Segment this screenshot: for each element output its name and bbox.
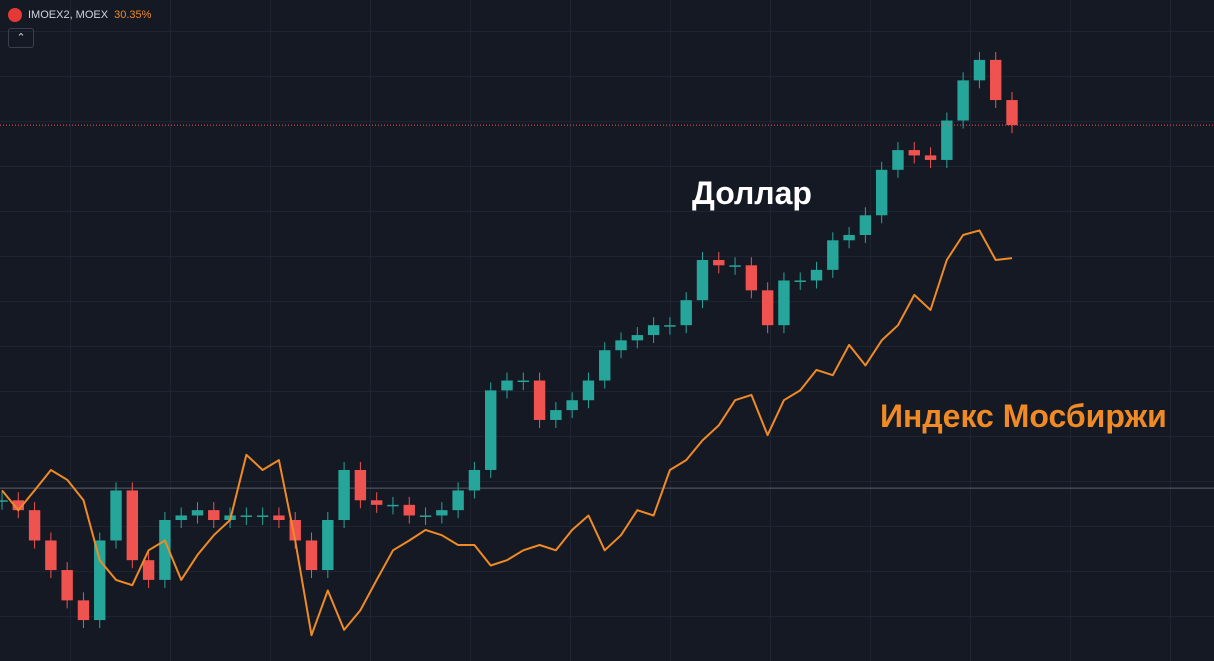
candle: [126, 490, 139, 561]
change: 30.35%: [114, 9, 152, 21]
candle: [256, 515, 269, 517]
candle: [696, 260, 709, 301]
candle: [615, 340, 627, 351]
candle: [338, 469, 350, 521]
candle: [810, 269, 823, 281]
candle: [875, 169, 888, 216]
candle: [28, 510, 41, 541]
candle: [468, 469, 481, 491]
candle: [713, 260, 725, 266]
series-label: Доллар: [692, 175, 812, 211]
candle: [827, 240, 839, 270]
candle: [924, 155, 937, 160]
candle: [859, 215, 872, 235]
candle: [273, 515, 285, 521]
candle: [45, 540, 57, 571]
series-label: Индекс Мосбиржи: [880, 398, 1167, 434]
collapse-button[interactable]: ⌃: [8, 28, 34, 48]
candle: [12, 500, 24, 511]
candle: [908, 150, 920, 156]
candle: [892, 150, 904, 170]
candle: [680, 300, 692, 326]
candle: [761, 290, 774, 326]
candle: [175, 515, 187, 521]
candle: [599, 350, 611, 381]
candle: [843, 234, 855, 241]
candle: [289, 520, 301, 541]
candle: [941, 120, 953, 160]
candle: [957, 80, 969, 121]
candle: [647, 325, 660, 336]
candle: [403, 504, 415, 516]
candle: [550, 410, 562, 420]
candle: [322, 520, 334, 571]
candle: [110, 490, 122, 541]
candle: [533, 380, 546, 420]
candle: [990, 59, 1002, 101]
candle: [191, 510, 204, 516]
candle: [973, 59, 986, 81]
candle: [305, 540, 318, 571]
candle: [0, 500, 8, 502]
candle: [1006, 100, 1018, 126]
candle: [566, 400, 578, 411]
candle: [419, 515, 432, 517]
candle: [631, 335, 644, 341]
candle: [501, 380, 513, 391]
candle: [208, 510, 220, 521]
candle: [370, 500, 383, 505]
symbol: IMOEX2, MOEX: [28, 9, 109, 21]
candle: [436, 510, 448, 516]
candle: [387, 504, 399, 507]
index-line: [1, 229, 1013, 637]
candle: [452, 490, 464, 511]
candle: [94, 540, 106, 621]
candle: [664, 325, 676, 327]
candle: [794, 280, 806, 282]
candle: [142, 560, 155, 580]
symbol-icon: [8, 8, 22, 22]
candle: [77, 600, 90, 621]
candle: [159, 520, 171, 580]
candle: [778, 280, 790, 326]
candle: [745, 265, 758, 291]
candle: [582, 380, 595, 401]
candle: [485, 390, 497, 470]
legend-header: IMOEX2, MOEX 30.35%: [8, 8, 151, 22]
candle: [61, 570, 73, 601]
candle: [517, 380, 529, 383]
candle: [354, 469, 367, 501]
candle: [729, 265, 741, 267]
candle: [240, 515, 253, 517]
